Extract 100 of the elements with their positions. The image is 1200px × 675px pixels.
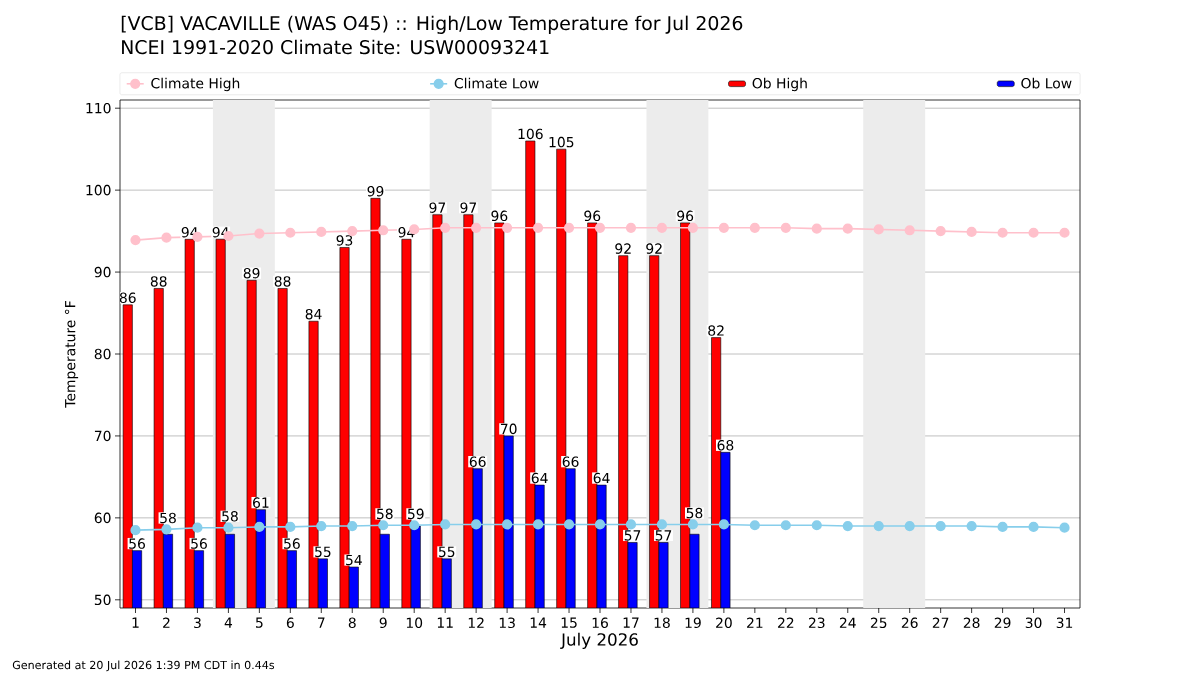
x-tick-label: 31	[1056, 617, 1073, 629]
x-tick-label: 24	[839, 617, 856, 628]
point	[563, 519, 575, 530]
point	[873, 520, 884, 532]
text: Generated at 20 Jul 2026 1:39 PM CDT in 0.44s	[12, 660, 275, 672]
point	[285, 227, 296, 238]
x-tick-label: 16	[592, 617, 608, 629]
point	[378, 520, 389, 531]
data-label: 66	[469, 456, 486, 467]
data-label: 57	[655, 530, 672, 541]
point	[904, 225, 915, 236]
data-label: 88	[150, 276, 167, 287]
point	[254, 228, 265, 239]
data-label: 64	[593, 472, 610, 484]
data-label: 55	[438, 546, 455, 558]
x-tick-label: 3	[194, 617, 201, 629]
x-tick-label: 1	[132, 617, 139, 628]
data-label: 82	[708, 325, 724, 336]
point	[285, 521, 296, 532]
x-tick-label: 4	[224, 617, 233, 628]
y-tick-label: 60	[94, 512, 111, 524]
data-label: 58	[686, 507, 703, 519]
data-label: 96	[584, 210, 601, 222]
point	[378, 225, 389, 236]
data-label: 84	[305, 308, 322, 320]
data-label: 88	[274, 276, 291, 287]
x-tick-label: 15	[561, 617, 577, 628]
x-tick-label: 7	[318, 617, 325, 628]
x-tick-label: 5	[256, 617, 263, 628]
point	[594, 519, 606, 530]
legend-label: Ob High	[752, 77, 807, 92]
y-tick-label: 50	[94, 594, 111, 606]
point	[656, 222, 668, 233]
point	[161, 524, 172, 535]
x-tick-label: 21	[747, 617, 763, 628]
x-tick-label: 25	[870, 617, 887, 629]
x-tick-label: 12	[468, 617, 484, 628]
data-label: 89	[243, 267, 260, 279]
point	[749, 222, 760, 233]
point	[842, 223, 853, 234]
y-tick-label: 110	[86, 102, 111, 114]
y-tick-label: 80	[94, 348, 111, 360]
x-tick-label: 19	[685, 617, 701, 629]
data-label: 59	[407, 508, 424, 520]
point	[532, 222, 544, 233]
data-label: 56	[284, 538, 300, 549]
point	[656, 519, 668, 530]
point	[316, 520, 327, 532]
data-label: 106	[518, 128, 543, 140]
data-label: 58	[160, 512, 176, 524]
y-tick-label: 100	[86, 184, 111, 196]
data-label: 58	[377, 508, 393, 520]
y-tick-label: 90	[94, 266, 111, 278]
data-label: 66	[562, 456, 579, 467]
x-tick-label: 27	[932, 617, 949, 628]
point	[780, 222, 791, 233]
data-label: 64	[531, 472, 548, 484]
point	[1059, 227, 1070, 238]
data-label: 92	[615, 243, 631, 254]
x-tick-label: 30	[1025, 617, 1042, 629]
point	[130, 525, 141, 536]
point	[780, 520, 791, 531]
point	[440, 519, 451, 530]
data-label: 70	[500, 423, 517, 435]
x-tick-label: 26	[901, 617, 918, 629]
point	[842, 520, 853, 532]
point	[130, 235, 141, 246]
x-tick-label: 6	[286, 617, 294, 629]
point	[563, 222, 575, 233]
x-tick-label: 10	[406, 617, 423, 629]
point	[935, 226, 946, 237]
point	[347, 226, 358, 237]
data-label: 57	[624, 530, 641, 541]
point	[440, 222, 451, 233]
point	[811, 223, 822, 234]
x-tick-label: 23	[808, 617, 825, 629]
point	[904, 520, 915, 532]
data-label: 92	[646, 243, 662, 254]
data-label: 54	[346, 554, 362, 566]
data-label: 68	[717, 440, 734, 451]
chart-title: [VCB] VACAVILLE (WAS O45) :: High/Low Temperature for Jul 2026	[121, 15, 743, 34]
chart-subtitle: NCEI 1991-2020 Climate Site: USW00093241	[122, 39, 549, 55]
point	[966, 520, 977, 532]
point	[347, 520, 358, 532]
data-label: 56	[129, 538, 145, 549]
point	[192, 522, 203, 533]
point	[811, 520, 822, 531]
point	[997, 521, 1008, 532]
point	[718, 519, 729, 530]
point	[997, 227, 1008, 238]
point	[409, 520, 420, 531]
y-tick-label: 70	[94, 430, 111, 442]
x-tick-label: 17	[623, 617, 639, 628]
point	[532, 519, 544, 530]
point	[502, 222, 513, 233]
x-tick-label: 14	[530, 617, 547, 628]
data-label: 86	[119, 292, 136, 304]
point	[625, 222, 637, 233]
x-tick-label: 20	[716, 617, 732, 629]
x-tick-label: 28	[963, 617, 980, 629]
